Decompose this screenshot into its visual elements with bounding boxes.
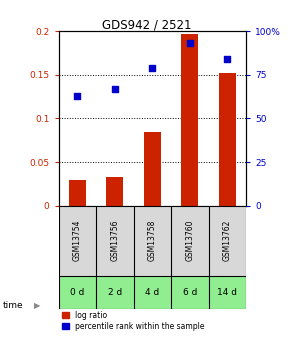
- Point: [225, 56, 230, 62]
- Text: 0 d: 0 d: [70, 288, 85, 297]
- Bar: [106, 177, 123, 206]
- Text: 2 d: 2 d: [108, 288, 122, 297]
- Legend: log ratio, percentile rank within the sample: log ratio, percentile rank within the sa…: [62, 311, 204, 331]
- Point: [75, 93, 80, 98]
- Bar: [144, 132, 161, 206]
- Text: GSM13756: GSM13756: [110, 220, 119, 262]
- Point: [188, 40, 192, 46]
- Bar: [181, 34, 198, 206]
- Text: 6 d: 6 d: [183, 288, 197, 297]
- Point: [150, 65, 155, 70]
- Point: [113, 86, 117, 91]
- Text: GSM13758: GSM13758: [148, 220, 157, 261]
- Text: 14 d: 14 d: [217, 288, 237, 297]
- Text: GDS942 / 2521: GDS942 / 2521: [102, 19, 191, 32]
- Text: ▶: ▶: [34, 301, 40, 310]
- Bar: [219, 73, 236, 206]
- Text: GSM13762: GSM13762: [223, 220, 232, 261]
- Text: GSM13754: GSM13754: [73, 220, 82, 262]
- Text: GSM13760: GSM13760: [185, 220, 194, 262]
- Bar: [69, 179, 86, 206]
- Text: 4 d: 4 d: [145, 288, 159, 297]
- Text: time: time: [3, 301, 23, 310]
